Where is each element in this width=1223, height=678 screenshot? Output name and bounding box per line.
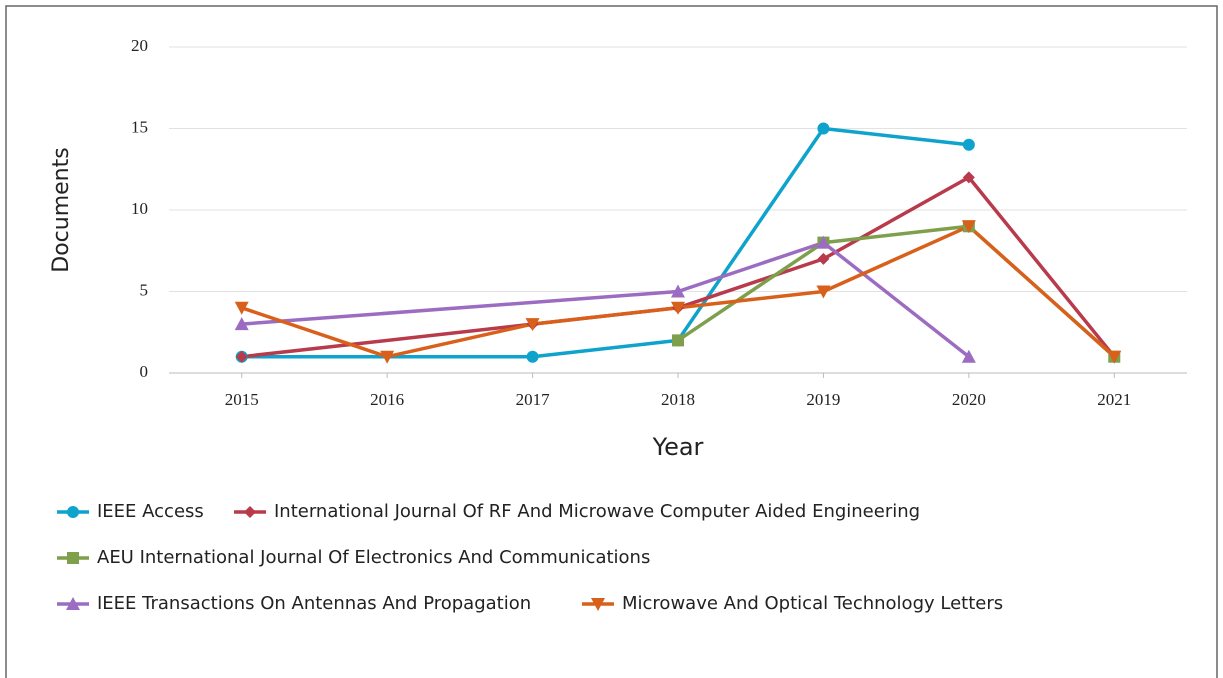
data-point <box>961 349 976 363</box>
legend-marker <box>591 598 605 611</box>
legend-marker <box>67 552 79 564</box>
y-tick-label: 20 <box>131 36 148 55</box>
x-tick-label: 2017 <box>516 390 551 409</box>
data-point <box>380 350 395 364</box>
data-point <box>816 285 831 299</box>
legend-label: International Journal Of RF And Microwav… <box>274 501 920 522</box>
data-point <box>234 317 249 331</box>
data-point <box>525 318 540 332</box>
data-point <box>961 220 976 234</box>
x-tick-label: 2019 <box>806 390 840 409</box>
data-point <box>1107 350 1122 364</box>
x-tick-label: 2015 <box>225 390 259 409</box>
data-point <box>962 138 975 151</box>
x-tick-label: 2018 <box>661 390 695 409</box>
legend-label: Microwave And Optical Technology Letters <box>622 593 1003 614</box>
data-point <box>671 284 685 298</box>
series-line <box>241 240 970 359</box>
x-axis-label: Year <box>652 433 704 461</box>
data-point <box>526 350 539 363</box>
data-point <box>234 301 249 315</box>
x-tick-label: 2021 <box>1097 390 1131 409</box>
y-tick-label: 15 <box>131 117 148 136</box>
x-tick-label: 2016 <box>370 390 404 409</box>
data-point <box>816 235 831 249</box>
data-point <box>817 252 830 265</box>
series-line <box>241 126 970 359</box>
data-point <box>817 122 830 135</box>
frame <box>5 5 1218 678</box>
data-point <box>962 171 975 184</box>
data-point <box>672 334 684 347</box>
data-point <box>235 350 248 363</box>
legend-label: IEEE Transactions On Antennas And Propag… <box>97 593 531 614</box>
legend-label: AEU International Journal Of Electronics… <box>97 547 650 568</box>
legend-label: IEEE Access <box>97 501 204 522</box>
legend-marker <box>244 506 256 518</box>
data-point <box>671 301 685 315</box>
series-line <box>241 175 1116 359</box>
y-axis-label: Documents <box>49 147 74 272</box>
legend-marker <box>66 597 80 610</box>
y-tick-label: 10 <box>131 199 148 218</box>
y-tick-label: 5 <box>140 280 149 299</box>
legend-marker <box>67 506 79 518</box>
x-tick-label: 2020 <box>952 390 986 409</box>
y-tick-label: 0 <box>140 362 149 381</box>
